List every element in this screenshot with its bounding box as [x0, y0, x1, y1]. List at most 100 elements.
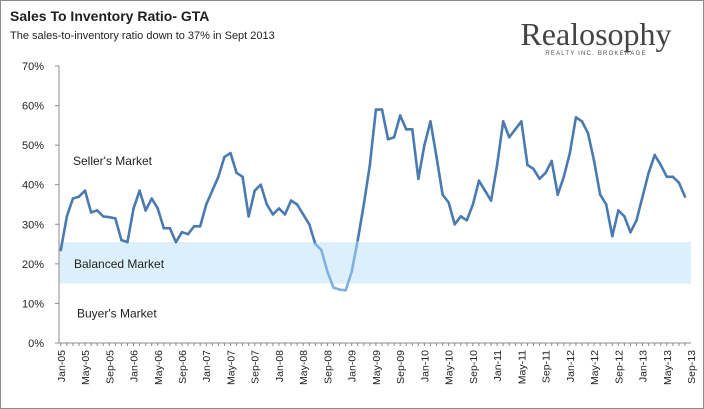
series-segment: [501, 120, 511, 139]
x-tick-label: May-09: [371, 350, 383, 385]
x-tick-label: Jan-10: [419, 350, 431, 382]
series-segment: [617, 209, 626, 218]
series-segment: [241, 175, 250, 218]
series-segment: [629, 219, 638, 234]
series-segment: [477, 179, 487, 192]
x-tick-label: May-13: [662, 350, 674, 385]
balanced-market-label: Balanced Market: [74, 257, 165, 271]
brand-name: Realosophy: [520, 16, 672, 52]
x-tick-label: Sep-08: [322, 350, 334, 384]
x-tick-label: Jan-05: [56, 350, 68, 382]
x-tick-label: Sep-06: [177, 350, 189, 384]
series-segment: [623, 215, 632, 234]
series-segment: [471, 179, 481, 206]
series-segment: [410, 128, 420, 181]
series-segment: [301, 213, 311, 226]
series-segment: [653, 153, 663, 167]
y-tick-label: 0%: [28, 338, 44, 350]
series-segment: [307, 222, 317, 246]
y-tick-label: 40%: [22, 180, 44, 192]
series-segment: [150, 197, 160, 210]
series-segment: [556, 175, 566, 196]
series-segment: [465, 203, 475, 222]
series-segment: [580, 120, 590, 135]
series-segment: [447, 201, 457, 226]
series-segment: [532, 167, 541, 181]
series-segment: [586, 131, 596, 163]
x-tick-label: Sep-10: [468, 350, 480, 384]
series-segment: [562, 151, 572, 179]
series-segment: [598, 193, 608, 206]
series-segment: [271, 207, 281, 216]
series-segment: [507, 128, 517, 139]
x-tick-label: May-06: [153, 350, 165, 385]
series-segment: [641, 171, 650, 198]
series-segment: [59, 215, 69, 252]
x-tick-label: Jan-09: [347, 350, 359, 382]
series-segment: [265, 203, 275, 216]
brand-tagline: REALTY INC. BROKERAGE: [545, 51, 647, 57]
x-tick-label: Jan-12: [565, 350, 577, 382]
series-segment: [259, 183, 269, 206]
y-tick-label: 20%: [22, 259, 44, 271]
y-tick-label: 30%: [22, 219, 44, 231]
x-tick-label: May-12: [589, 350, 601, 385]
x-tick-label: May-05: [80, 350, 92, 385]
x-tick-label: May-08: [298, 350, 310, 385]
series-segment: [211, 175, 220, 192]
series-segment: [65, 197, 75, 218]
x-tick-label: May-11: [516, 350, 528, 384]
series-segment: [283, 199, 293, 216]
y-tick-label: 60%: [22, 101, 44, 113]
series-segment: [144, 197, 154, 212]
series-segment: [441, 193, 450, 204]
series-segment: [204, 189, 214, 206]
series-segment: [168, 226, 178, 244]
series-segment: [138, 189, 147, 212]
series-segment: [295, 203, 305, 216]
series-segment: [114, 217, 123, 242]
series-segment: [417, 143, 426, 181]
series-segment: [356, 203, 366, 242]
series-segment: [429, 120, 438, 159]
series-segment: [610, 209, 620, 238]
series-segment: [495, 120, 505, 167]
series-segment: [186, 224, 196, 236]
series-segment: [277, 207, 287, 216]
series-segment: [326, 270, 335, 289]
series-segment: [544, 159, 553, 175]
y-tick-label: 50%: [22, 140, 44, 152]
y-tick-label: 10%: [22, 298, 44, 310]
series-segment: [314, 242, 323, 252]
series-segment: [489, 163, 499, 202]
x-tick-label: Jan-07: [201, 350, 213, 382]
series-segment: [604, 203, 614, 238]
series-segment: [520, 120, 529, 167]
buyers-market-label: Buyer's Market: [77, 306, 157, 320]
brand-logo: Realosophy REALTY INC. BROKERAGE: [511, 17, 681, 61]
x-tick-label: Jan-06: [129, 350, 141, 382]
series-segment: [83, 189, 93, 214]
series-segment: [247, 189, 257, 218]
chart-subtitle: The sales-to-inventory ratio down to 37%…: [10, 30, 275, 42]
x-tick-label: May-07: [225, 350, 237, 385]
sellers-market-label: Seller's Market: [73, 154, 153, 168]
series-segment: [174, 230, 184, 244]
series-segment: [350, 238, 360, 274]
series-segment: [362, 163, 372, 206]
x-tick-label: Sep-05: [104, 350, 116, 384]
series-segment: [229, 151, 238, 175]
x-tick-label: May-10: [444, 350, 456, 385]
series-segment: [398, 114, 408, 131]
series-segment: [344, 270, 353, 292]
series-segment: [647, 153, 656, 175]
y-tick-label: 70%: [22, 61, 44, 73]
series-segment: [126, 207, 135, 244]
x-tick-label: Sep-12: [613, 350, 625, 384]
series-segment: [320, 248, 329, 274]
series-segment: [592, 159, 602, 196]
x-tick-label: Sep-09: [395, 350, 407, 384]
series-segment: [435, 155, 444, 196]
